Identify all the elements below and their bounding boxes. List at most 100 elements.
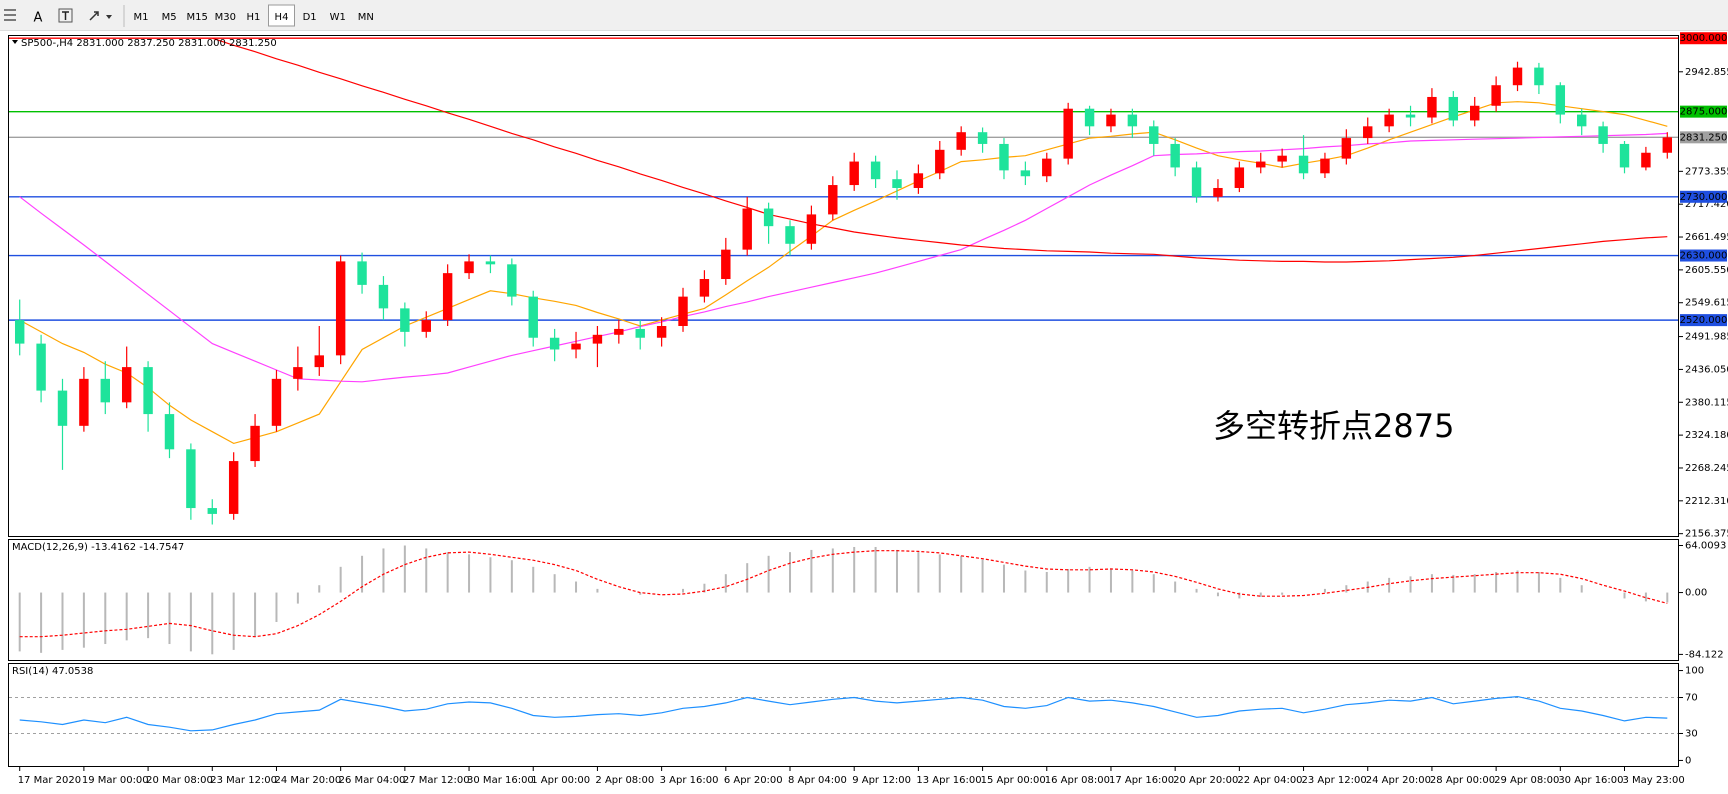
candle-body: [656, 325, 667, 338]
candle-body: [785, 226, 795, 244]
candle-body: [1405, 114, 1416, 118]
chart-area: [0, 31, 1728, 794]
macd-bar: [1559, 577, 1562, 593]
candle-body: [635, 328, 645, 338]
x-tick-label: 17 Apr 16:00: [1109, 775, 1174, 786]
y-tick-label: 100: [1685, 666, 1704, 677]
macd-bar: [767, 555, 770, 593]
macd-bar: [938, 554, 941, 593]
candle-body: [1598, 126, 1608, 144]
candle-body: [464, 261, 474, 274]
candle-body: [1363, 126, 1373, 139]
candle-body: [1234, 167, 1245, 188]
candle-body: [1213, 187, 1223, 197]
macd-bar: [425, 548, 428, 593]
y-tick-label: 2942.855: [1685, 67, 1728, 78]
candle-body: [314, 355, 324, 368]
candle-body: [57, 390, 68, 426]
macd-bar: [1216, 592, 1219, 597]
level-label: 2831.250: [1680, 132, 1728, 143]
x-tick-label: 23 Apr 12:00: [1302, 775, 1367, 786]
panel-title: SP500-,H4 2831.000 2837.250 2831.000 283…: [21, 38, 277, 49]
candle-body: [485, 261, 496, 265]
candle-body: [1277, 155, 1287, 162]
candle-body: [1256, 161, 1266, 168]
macd-bar: [232, 592, 235, 650]
macd-bar: [1473, 574, 1476, 593]
x-tick-label: 20 Apr 20:00: [1173, 775, 1238, 786]
timeframe-button[interactable]: H1: [246, 12, 260, 23]
macd-bar: [468, 554, 471, 593]
active-timeframe: [268, 4, 295, 27]
macd-bar: [1195, 588, 1198, 593]
macd-bar: [361, 555, 364, 593]
level-label: 2630.000: [1680, 251, 1728, 262]
candle-body: [507, 264, 517, 297]
candle-body: [592, 334, 603, 344]
level-label-box: [1680, 249, 1727, 262]
y-tick-label: 30: [1685, 728, 1698, 739]
macd-bar: [1644, 592, 1647, 602]
timeframe-button[interactable]: D1: [303, 12, 317, 23]
macd-bar: [553, 574, 556, 593]
level-label: 2730.000: [1680, 192, 1728, 203]
candle-body: [1384, 114, 1394, 127]
timeframe-button[interactable]: H4: [275, 12, 289, 23]
candle-body: [528, 296, 538, 338]
macd-bar: [917, 552, 920, 593]
label-tool[interactable]: [58, 8, 73, 23]
candle-body: [1341, 138, 1352, 159]
x-tick-label: 13 Apr 16:00: [916, 775, 981, 786]
y-tick-label: 2436.050: [1685, 364, 1728, 375]
menu-grip[interactable]: [4, 9, 16, 21]
timeframe-button[interactable]: MN: [358, 12, 374, 23]
x-tick-label: 19 Mar 00:00: [82, 775, 149, 786]
candle-body: [1298, 155, 1309, 174]
timeframe-button[interactable]: M1: [134, 12, 149, 23]
candle-body: [1662, 137, 1673, 153]
level-label-box: [1680, 32, 1727, 45]
macd-bar: [1430, 574, 1433, 593]
dropdown[interactable]: [106, 15, 112, 19]
y-tick-label: 0.00: [1685, 588, 1707, 599]
macd-bar: [1495, 571, 1498, 593]
timeframe-button[interactable]: W1: [330, 12, 346, 23]
x-tick-label: 9 Apr 12:00: [852, 775, 911, 786]
candle-body: [1555, 85, 1566, 115]
timeframe-button[interactable]: M15: [187, 12, 208, 23]
macd-bar: [1345, 585, 1348, 593]
y-tick-label: 2491.985: [1685, 332, 1728, 343]
text-tool[interactable]: A: [34, 11, 43, 26]
level-label: 2875.000: [1680, 107, 1728, 118]
x-tick-label: 6 Apr 20:00: [724, 775, 783, 786]
x-tick-label: 24 Apr 20:00: [1366, 775, 1431, 786]
macd-bar: [1088, 566, 1091, 593]
panel-frame: [8, 539, 1679, 661]
candle-body: [828, 185, 838, 215]
candle-body: [1106, 114, 1116, 127]
x-tick-label: 24 Mar 20:00: [274, 775, 341, 786]
y-tick-label: 2717.420: [1685, 199, 1728, 210]
timeframe-button[interactable]: M30: [215, 12, 236, 23]
title-arrow: [12, 40, 18, 44]
panel-frame: [8, 663, 1679, 767]
candle-body: [79, 378, 89, 426]
macd-bar: [1409, 576, 1412, 593]
x-tick-label: 30 Mar 16:00: [467, 775, 534, 786]
candle-body: [935, 149, 945, 174]
candle-body: [1063, 108, 1073, 159]
candle-body: [892, 179, 902, 188]
level-label-box: [1680, 105, 1727, 118]
candle-body: [421, 320, 431, 332]
candle-body: [1042, 158, 1052, 177]
arrow-tool[interactable]: [89, 11, 99, 21]
y-tick-label: 2380.115: [1685, 397, 1728, 408]
macd-bar: [40, 592, 43, 653]
candle-body: [121, 367, 132, 403]
timeframe-button[interactable]: M5: [162, 12, 177, 23]
macd-bar: [18, 592, 21, 652]
candle-body: [870, 161, 881, 180]
candle-body: [207, 508, 217, 514]
